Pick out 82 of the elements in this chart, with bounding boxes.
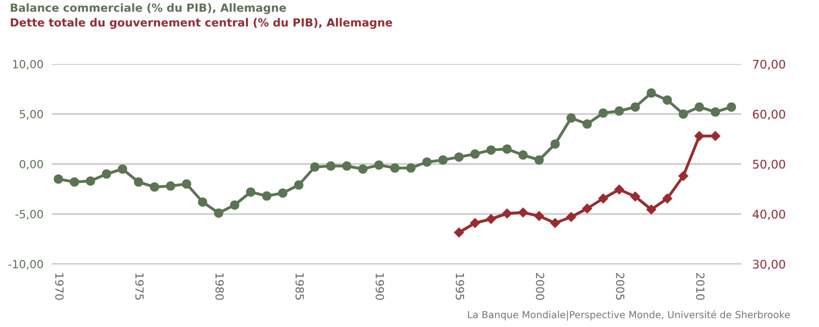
point bbox=[118, 164, 128, 174]
point bbox=[486, 214, 496, 224]
point bbox=[678, 171, 688, 181]
point bbox=[566, 113, 576, 123]
x-tick-label: 1970 bbox=[55, 274, 64, 300]
point bbox=[694, 131, 704, 141]
point bbox=[326, 161, 336, 171]
point bbox=[262, 191, 272, 201]
point bbox=[726, 102, 736, 112]
text: La Banque Mondiale|Perspective Monde, Université de Sherbrooke bbox=[468, 310, 790, 320]
point bbox=[646, 88, 656, 98]
point bbox=[198, 197, 208, 207]
point bbox=[438, 155, 448, 165]
point bbox=[582, 204, 592, 214]
x-tick-label: 1990 bbox=[376, 274, 384, 300]
x-tick-label: 1985 bbox=[296, 274, 304, 300]
point bbox=[86, 176, 96, 186]
point bbox=[598, 108, 608, 118]
point bbox=[342, 161, 352, 171]
point bbox=[294, 180, 304, 190]
x-tick-label: 1980 bbox=[215, 274, 224, 300]
point bbox=[390, 163, 400, 173]
point bbox=[502, 208, 512, 218]
point bbox=[134, 177, 144, 187]
x-tick-label: 2005 bbox=[616, 273, 624, 300]
point bbox=[182, 179, 192, 189]
x-tick-label: 2000 bbox=[536, 273, 544, 300]
point bbox=[598, 194, 608, 204]
y2-tick-label: 60,00 bbox=[752, 110, 786, 120]
point bbox=[54, 174, 64, 184]
point bbox=[518, 150, 528, 160]
y2-tick-label: 50,00 bbox=[753, 160, 786, 170]
y2-tick-label: 70,00 bbox=[753, 60, 786, 70]
point bbox=[454, 228, 464, 238]
point bbox=[278, 188, 288, 198]
point bbox=[230, 200, 240, 210]
point bbox=[534, 155, 544, 165]
point bbox=[310, 162, 320, 172]
point bbox=[710, 131, 720, 141]
point bbox=[454, 152, 464, 162]
point bbox=[470, 149, 480, 159]
y-tick-label: 5,00 bbox=[20, 110, 43, 120]
point bbox=[630, 192, 640, 202]
point bbox=[102, 169, 112, 179]
text: Dette totale du gouvernement central (% du PIB), Allemagne bbox=[10, 18, 392, 29]
point bbox=[166, 181, 176, 191]
point bbox=[550, 139, 560, 149]
point bbox=[374, 160, 384, 170]
point bbox=[534, 211, 544, 221]
point bbox=[406, 163, 416, 173]
point bbox=[646, 204, 656, 214]
point bbox=[422, 157, 432, 167]
x-tick-label: 1975 bbox=[135, 274, 144, 300]
point bbox=[566, 212, 576, 222]
y-tick-label: -10,00 bbox=[8, 260, 43, 270]
point bbox=[486, 145, 496, 155]
point bbox=[550, 218, 560, 228]
point bbox=[662, 194, 672, 204]
x-tick-label: 2010 bbox=[696, 273, 705, 300]
y2-tick-label: 30,00 bbox=[753, 260, 786, 270]
point bbox=[502, 144, 512, 154]
point bbox=[614, 106, 624, 116]
point bbox=[518, 208, 528, 218]
y-tick-label: 10,00 bbox=[13, 60, 43, 70]
x-tick-label: 1995 bbox=[456, 274, 464, 300]
point bbox=[662, 95, 672, 105]
y-tick-label: 0,00 bbox=[20, 160, 43, 170]
point bbox=[246, 187, 256, 197]
point bbox=[582, 119, 592, 129]
y-tick-label: -5,00 bbox=[15, 210, 43, 220]
point bbox=[470, 218, 480, 228]
point bbox=[358, 164, 368, 174]
point bbox=[694, 102, 704, 112]
point bbox=[678, 109, 688, 119]
point bbox=[614, 184, 624, 194]
y2-tick-label: 40,00 bbox=[752, 210, 786, 220]
point bbox=[70, 177, 80, 187]
text: Balance commerciale (% du PIB), Allemagne bbox=[10, 3, 286, 14]
point bbox=[710, 107, 720, 117]
point bbox=[214, 208, 224, 218]
point bbox=[630, 102, 640, 112]
point bbox=[150, 182, 160, 192]
